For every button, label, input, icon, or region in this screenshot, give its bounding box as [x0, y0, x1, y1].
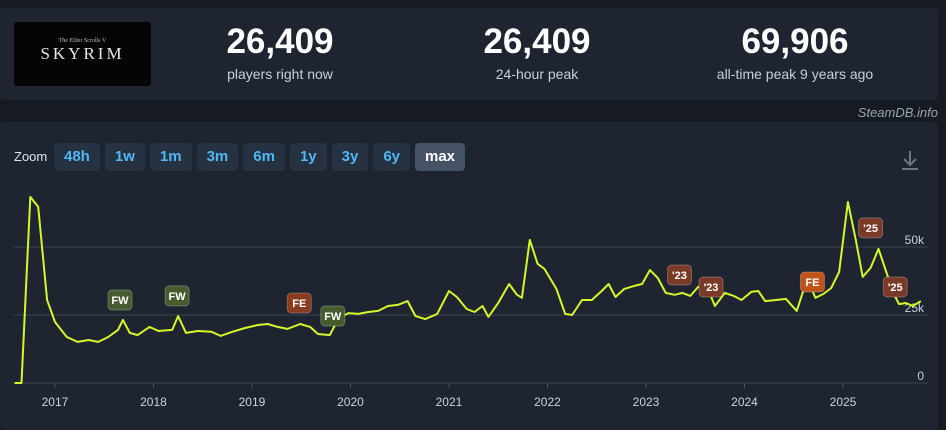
badge-box [666, 264, 692, 286]
badge-label: FW [169, 291, 187, 303]
badge-label: '23 [672, 270, 687, 282]
event-badge: FW [107, 289, 133, 311]
player-line [14, 195, 922, 384]
badge-box [320, 305, 346, 327]
badge-label: FE [805, 277, 819, 289]
badge-label: '23 [704, 282, 719, 294]
download-icon[interactable] [902, 151, 918, 170]
stat: 26,409 24-hour peak [417, 22, 657, 82]
badge-box [882, 276, 908, 298]
badge-box [107, 289, 133, 311]
badge-box [858, 217, 884, 239]
event-badge: FE [286, 292, 312, 314]
stat-label: 24-hour peak [495, 66, 579, 82]
badge-label: '25 [863, 223, 878, 235]
x-tick-label: 2023 [633, 395, 660, 409]
x-tick-label: 2019 [239, 395, 266, 409]
zoom-button[interactable]: 6y [373, 143, 410, 171]
zoom-button[interactable]: 3m [196, 143, 239, 171]
stats-panel [0, 8, 938, 100]
zoom-button[interactable]: 1y [289, 143, 327, 171]
stat-label: all-time peak 9 years ago [716, 66, 874, 82]
stat-value: 26,409 [483, 22, 591, 61]
y-tick-label: 50k [905, 233, 925, 247]
stat-label: players right now [227, 66, 333, 82]
event-badge: '23 [666, 264, 692, 286]
event-badge: FW [320, 305, 346, 327]
logo-subtitle: The Elder Scrolls V [58, 38, 107, 44]
x-tick-label: 2021 [436, 395, 463, 409]
zoom-button[interactable]: max [415, 143, 466, 171]
logo-title: SKYRIM [40, 44, 125, 63]
stat-value: 69,906 [741, 22, 849, 61]
x-tick-label: 2020 [337, 395, 364, 409]
event-badge: '23 [698, 276, 724, 298]
x-tick-label: 2022 [534, 395, 561, 409]
badge-box [799, 271, 825, 293]
x-tick-label: 2018 [140, 395, 167, 409]
zoom-button[interactable]: 48h [54, 143, 100, 171]
badge-label: FE [292, 298, 306, 310]
stat-value: 26,409 [226, 22, 334, 61]
event-badge: '25 [858, 217, 884, 239]
badge-box [164, 285, 190, 307]
stat: 69,906 all-time peak 9 years ago [675, 22, 915, 82]
zoom-button[interactable]: 1m [149, 143, 192, 171]
stat: 26,409 players right now [160, 22, 400, 82]
chart-panel [0, 122, 938, 430]
badge-label: FW [324, 311, 342, 323]
badge-label: '25 [888, 282, 903, 294]
zoom-label: Zoom [14, 149, 48, 164]
event-badge: FW [164, 285, 190, 307]
game-logo: The Elder Scrolls V SKYRIM [14, 22, 151, 86]
x-tick-label: 2025 [830, 395, 857, 409]
badge-box [286, 292, 312, 314]
x-tick-label: 2017 [42, 395, 69, 409]
event-badge: FE [799, 271, 825, 293]
zoom-button[interactable]: 6m [243, 143, 285, 171]
zoom-button[interactable]: 1w [104, 143, 145, 171]
x-tick-label: 2024 [731, 395, 758, 409]
download-button[interactable] [902, 151, 918, 170]
zoom-buttons: 48h 1w 1m 3m 6m 1y 3y 6y max [54, 143, 466, 171]
badge-box [698, 276, 724, 298]
watermark: SteamDB.info [857, 105, 938, 120]
zoom-button[interactable]: 3y [331, 143, 369, 171]
y-tick-label: 0 [917, 369, 924, 383]
event-badge: '25 [882, 276, 908, 298]
badge-label: FW [111, 295, 129, 307]
